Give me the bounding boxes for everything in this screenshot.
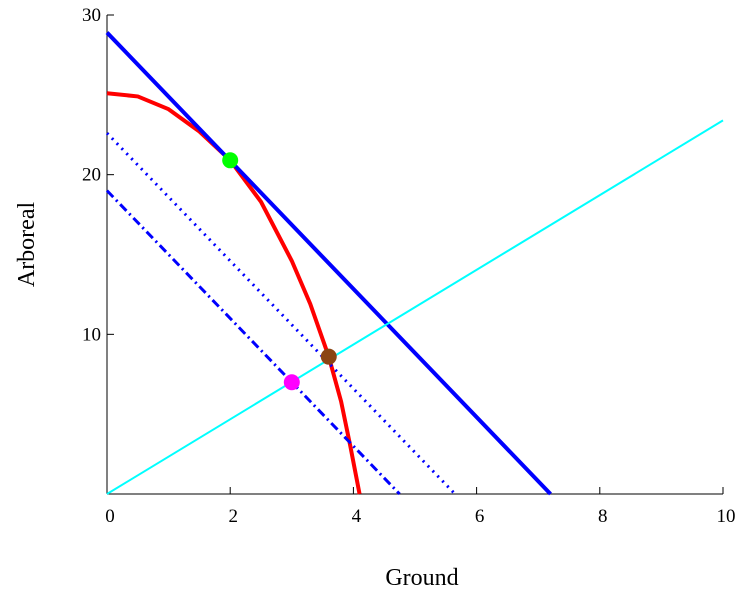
y-tick-label: 30 bbox=[82, 5, 101, 26]
markers bbox=[222, 152, 337, 391]
y-tick-label: 20 bbox=[82, 165, 101, 186]
point-marker bbox=[283, 374, 300, 391]
x-tick-label: 6 bbox=[475, 506, 485, 527]
y-axis-title: Arboreal bbox=[14, 202, 40, 288]
x-axis-title: Ground bbox=[385, 565, 458, 591]
x-tick-label: 2 bbox=[228, 506, 238, 527]
point-marker bbox=[222, 152, 239, 169]
y-tick-label: 10 bbox=[82, 324, 101, 345]
series-line-dashdot bbox=[105, 189, 401, 496]
point-marker bbox=[320, 348, 337, 365]
axes bbox=[106, 15, 723, 495]
x-tick-label: 8 bbox=[598, 506, 608, 527]
series-line-solid bbox=[105, 31, 552, 496]
x-tick-label: 4 bbox=[352, 506, 362, 527]
x-tick-label: 10 bbox=[717, 506, 736, 527]
series-curve bbox=[106, 91, 362, 495]
series bbox=[105, 31, 724, 496]
x-tick-label: 0 bbox=[105, 506, 115, 527]
ticks: 0 2 4 6 8 10 10 20 30 bbox=[82, 5, 736, 527]
series-line-solid bbox=[106, 119, 724, 495]
